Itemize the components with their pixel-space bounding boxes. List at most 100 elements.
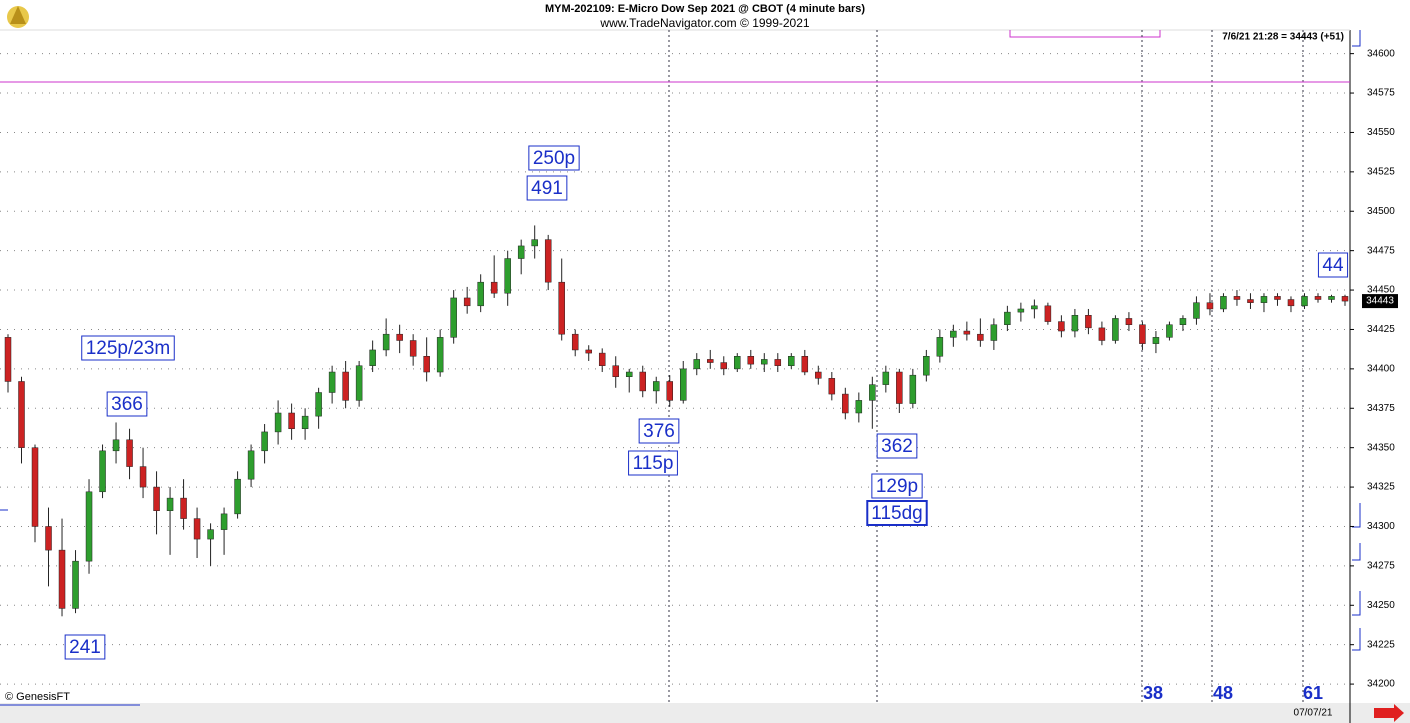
annotation-box [1317,252,1349,278]
candle-body [220,513,228,530]
candle-body [1017,308,1025,313]
candle-body [977,333,984,341]
annotation: 115dg [871,503,922,524]
candle-body [463,297,471,307]
candle-body [450,297,457,338]
candle-body [85,491,93,562]
candle-body [423,356,430,373]
candle-body [625,371,633,377]
annotation: 115p [633,453,674,474]
y-tick-label: 34375 [1367,403,1395,414]
chart-subtitle: www.TradeNavigator.com © 1999-2021 [599,16,809,30]
candle-body [869,384,876,401]
candle-body [58,549,66,609]
y-tick-label: 34275 [1367,561,1395,572]
candle-body [180,497,187,519]
marker-box [1009,30,1161,38]
footer-bar [0,703,1410,723]
candle-body [896,371,903,404]
candle-body [990,324,998,341]
candle-body [734,356,741,370]
candle-body [963,330,971,335]
candle-body [1247,299,1254,303]
candle-body [571,333,579,351]
candle-body [855,400,863,414]
y-tick-label: 34500 [1367,206,1395,217]
y-tick-label: 34300 [1367,521,1395,532]
last-price-box [1362,294,1398,309]
y-tick-label: 34575 [1367,88,1395,99]
candle-body [693,359,701,370]
candle-body [936,337,944,357]
candle-body [585,349,592,354]
candle-body [126,439,133,467]
logo [7,6,29,28]
credit: © GenesisFT [5,691,70,703]
annotation: 366 [111,394,143,415]
candle-body [558,281,565,335]
candle-body [720,362,728,370]
candle-body [207,529,214,540]
y-tick-label: 34400 [1367,364,1395,375]
x-axis-label: 07/07/21 [1294,708,1333,719]
candle-body [1166,324,1173,338]
candle-body [288,412,295,430]
candle-body [1233,296,1241,300]
y-tick-label: 34325 [1367,482,1395,493]
y-tick-label: 34450 [1367,285,1395,296]
info-text: 7/6/21 21:28 = 34443 (+51) [1222,32,1344,43]
candle-body [707,359,714,363]
candle-body [828,378,836,395]
candle-body [301,415,309,430]
candle-body [598,352,606,366]
candle-body [801,356,809,373]
candle-body [99,450,106,493]
candle-body [4,337,12,382]
candle-body [531,239,538,247]
annotation-box [64,634,106,660]
candle-body [1341,296,1349,302]
annotation: 250p [533,148,575,169]
candle-body [842,393,849,414]
annotation-box [871,473,923,499]
candle-body [1071,315,1079,332]
candle-body [1044,305,1052,322]
bar-count: 38 [1143,683,1163,703]
candle-body [923,356,930,376]
chart-title: MYM-202109: E-Micro Dow Sep 2021 @ CBOT … [545,3,865,15]
candle-body [774,359,782,366]
candle-body [342,371,349,401]
candle-body [1301,296,1308,307]
candle-body [882,371,890,385]
candle-body [382,333,390,351]
annotation: 129p [876,476,918,497]
scroll-arrow[interactable] [1374,704,1404,722]
candle-body [112,439,120,452]
candle-body [1274,296,1281,300]
candle-body [1193,302,1200,319]
annotation-box [876,433,918,459]
candle-body [639,371,646,392]
side-markers [0,30,1361,706]
bar-count: 48 [1213,683,1233,703]
annotation-box [528,145,580,171]
candle-body [1314,296,1322,300]
candle-body [234,478,241,515]
candle-body [18,381,25,448]
annotation: 44 [1322,255,1344,276]
candle-body [504,258,511,294]
candle-body [950,330,957,338]
y-tick-label: 34600 [1367,48,1395,59]
candle-body [315,392,322,417]
y-tick-label: 34225 [1367,639,1395,650]
annotation-box [81,335,175,361]
annotation: 362 [881,436,913,457]
annotation: 125p/23m [86,338,171,359]
candle-body [193,518,201,540]
candle-body [1220,296,1227,310]
candle-body [166,497,174,511]
candle-body [747,356,755,365]
candle-body [477,281,484,307]
candle-body [1260,296,1268,303]
